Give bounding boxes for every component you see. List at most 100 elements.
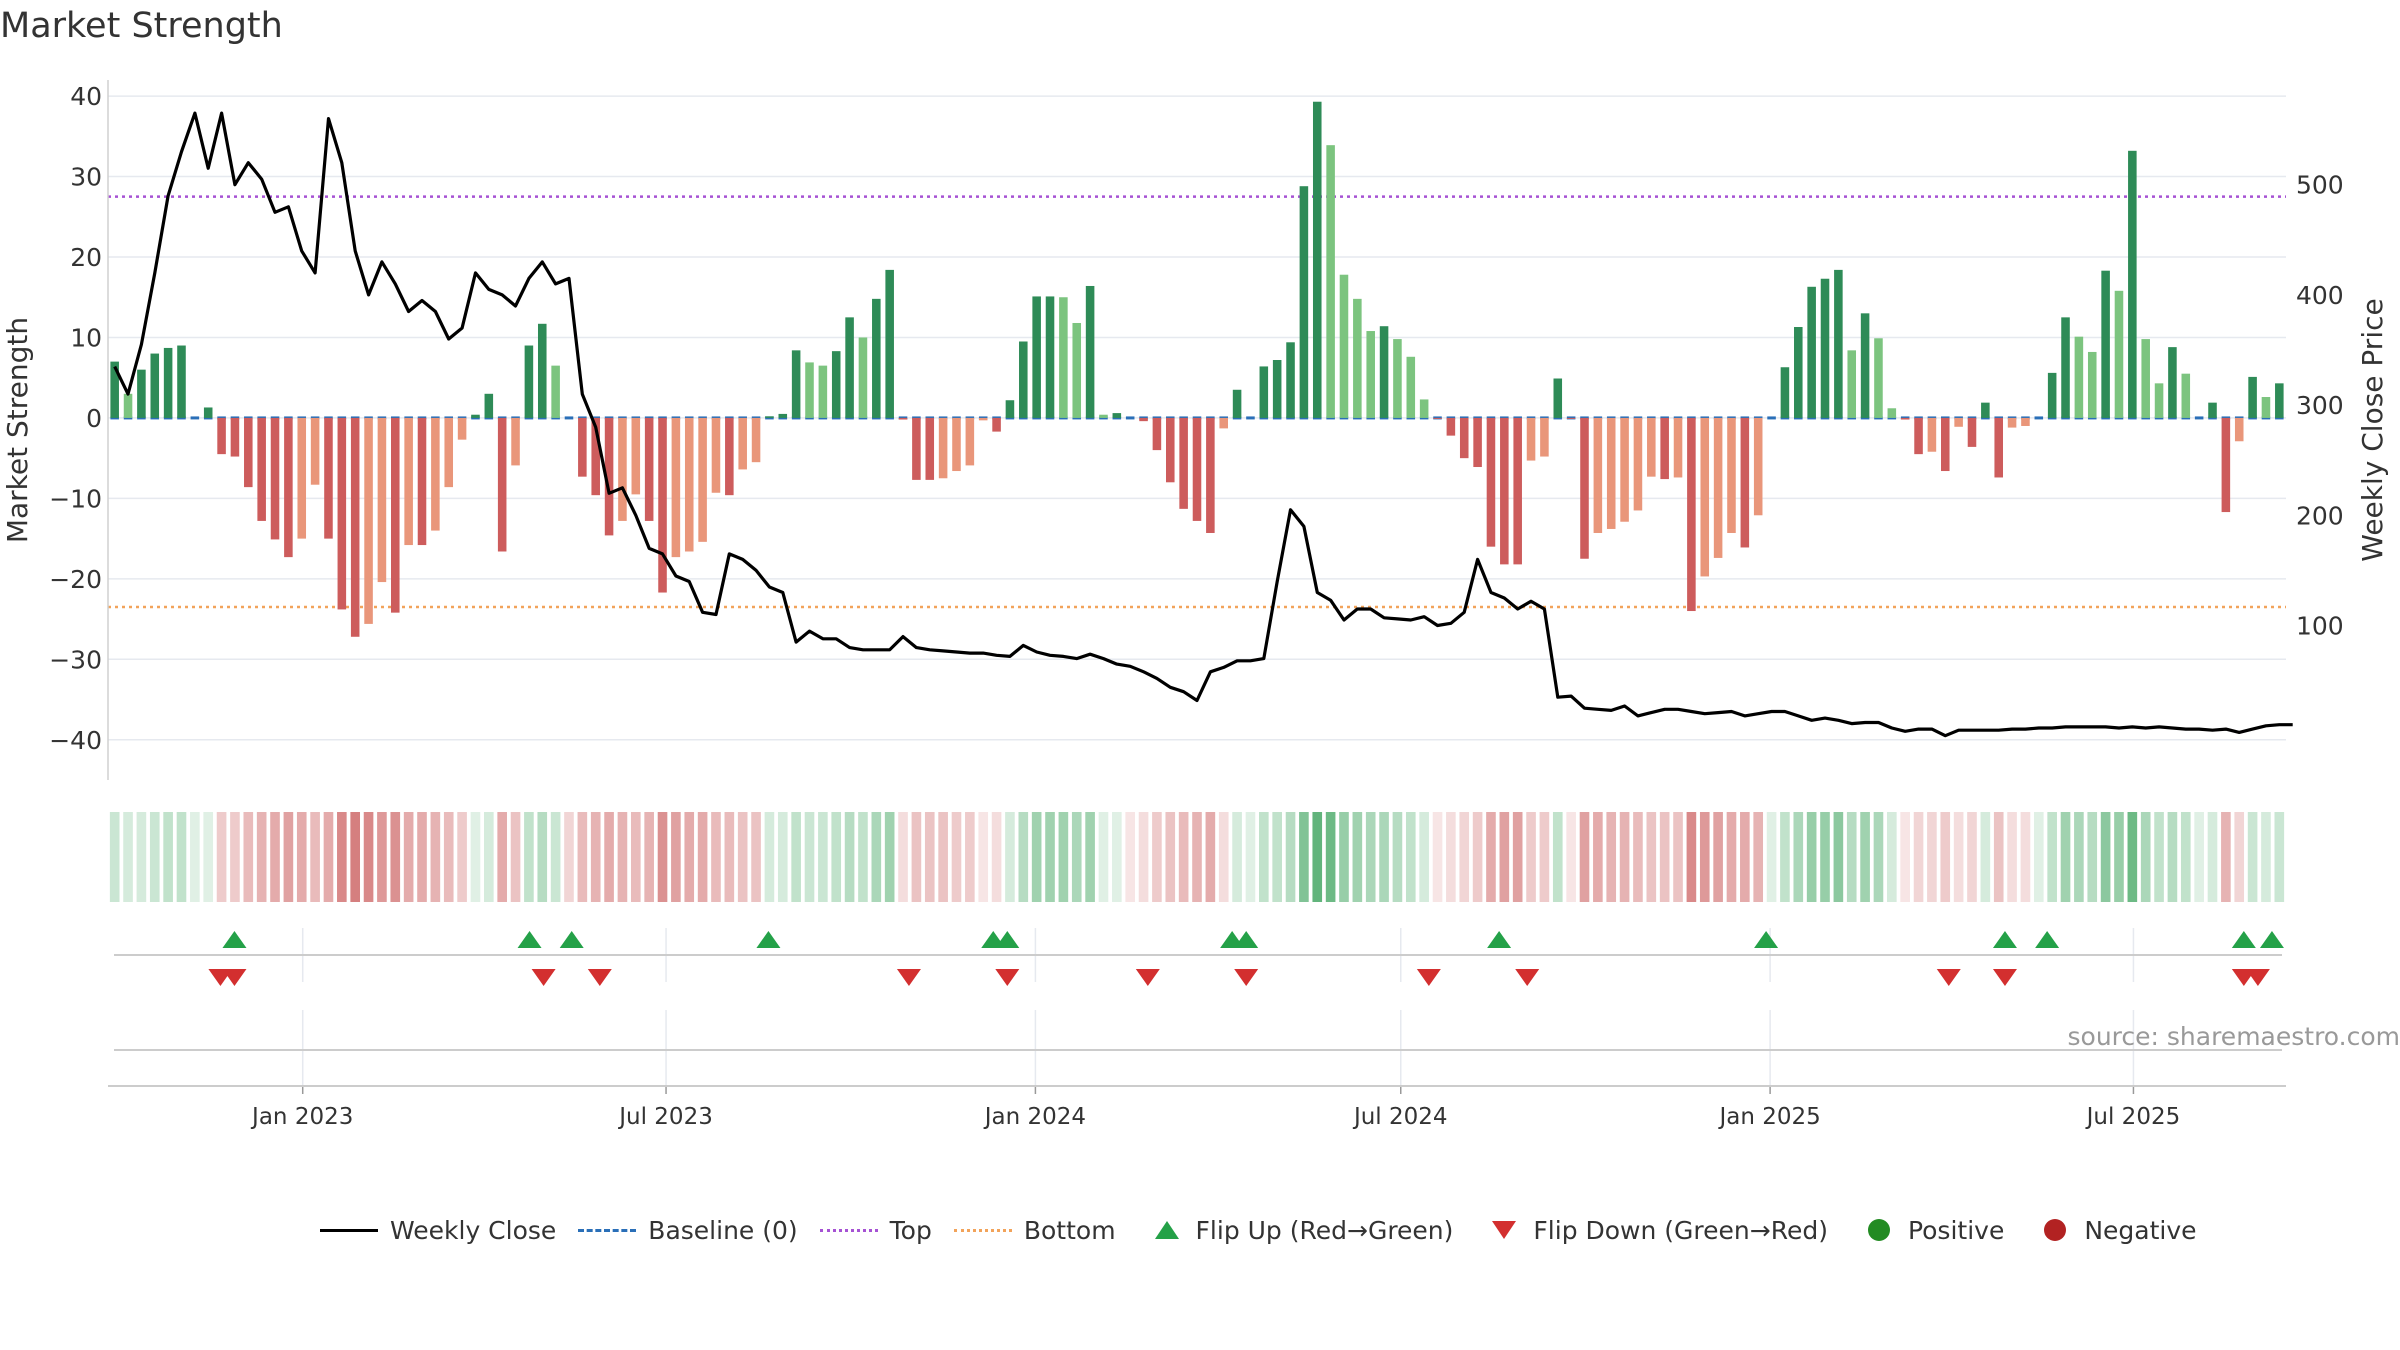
signal-strip-cell (270, 812, 280, 902)
dotted-line-swatch-icon (819, 1228, 878, 1232)
grid-layer (108, 95, 2286, 1086)
signal-strip-cell (1980, 812, 1991, 902)
strength-bar (2261, 397, 2271, 418)
flip-up-marker (559, 931, 584, 948)
legend-item-flip-down[interactable]: Flip Down (Green→Red) (1475, 1216, 1828, 1245)
flip-up-marker (1234, 931, 1259, 948)
legend-label: Bottom (1023, 1215, 1116, 1245)
strength-bar (2074, 336, 2084, 418)
strength-bar (631, 417, 641, 495)
signal-strip-cell (2114, 812, 2124, 902)
strength-bar (578, 417, 587, 477)
signal-strip-cell (1512, 812, 1523, 902)
flip-down-marker (896, 969, 921, 986)
legend-item-bottom[interactable]: Bottom (953, 1215, 1116, 1245)
strength-bar (1994, 417, 2003, 478)
strength-bar (1099, 414, 1108, 418)
signal-strip-cell (2261, 812, 2271, 902)
signal-strip-cell (1526, 812, 1536, 902)
signal-strip-cell (149, 812, 160, 902)
signal-strip-cell (190, 812, 200, 902)
y-tick-label-right: 500 (2296, 171, 2344, 200)
signal-strip-cell (1766, 812, 1777, 902)
flip-down-marker (587, 969, 612, 986)
legend-item-negative[interactable]: Negative (2026, 1216, 2197, 1245)
signal-strip-cell (697, 812, 708, 902)
x-tick-label: Jan 2024 (983, 1104, 1086, 1130)
strength-bar (2234, 417, 2244, 442)
legend-item-weekly-close[interactable]: Weekly Close (320, 1216, 556, 1245)
strength-bar (1486, 417, 1496, 547)
strength-bar (1326, 145, 1335, 418)
y-axis-label-left: Market Strength (1, 317, 34, 543)
flip-up-marker (222, 931, 247, 948)
signal-strip-cell (1446, 812, 1456, 902)
strength-bar (1366, 331, 1375, 418)
strength-bar (805, 362, 814, 418)
strength-bar (1406, 356, 1416, 418)
signal-strip-cell (804, 812, 815, 902)
signal-strip-cell (1459, 812, 1470, 902)
signal-strip-cell (310, 812, 320, 902)
signal-strip-cell (363, 812, 374, 902)
y-tick-label-left: 30 (70, 163, 102, 192)
strength-bar (150, 353, 160, 418)
signal-strip-cell (2274, 812, 2285, 902)
strength-bars (110, 101, 2284, 637)
strength-bar (791, 350, 801, 418)
legend-item-top[interactable]: Top (819, 1215, 932, 1245)
strength-bar (1393, 339, 1402, 418)
y-tick-label-left: 40 (70, 82, 102, 111)
source-credit: source: sharemaestro.com (2067, 1022, 2400, 1051)
legend-item-baseline[interactable]: Baseline (0) (578, 1216, 798, 1245)
flip-up-marker (2259, 931, 2284, 948)
strength-bar (2154, 383, 2164, 418)
strength-bar (1981, 402, 1990, 418)
strength-bar (1272, 360, 1282, 418)
signal-strip-cell (1272, 812, 1282, 902)
strength-bar (898, 417, 908, 420)
strength-bar (1713, 417, 1723, 558)
strength-bar (1593, 417, 1603, 533)
strength-bar (644, 417, 654, 521)
strength-bar (751, 417, 761, 463)
y-tick-label-right: 200 (2296, 501, 2344, 530)
triangle-up-icon (1154, 1221, 1179, 1239)
y-tick-label-left: 20 (70, 243, 102, 272)
signal-strip-cell (2047, 812, 2057, 902)
signal-strip-cell (724, 812, 735, 902)
signal-strip-cell (1873, 812, 1884, 902)
strength-bar (2275, 383, 2284, 418)
signal-strip-cell (1726, 812, 1737, 902)
strength-bar (1847, 350, 1857, 418)
signal-strip-cell (1993, 812, 2004, 902)
signal-strip-cell (1165, 812, 1176, 902)
flip-up-marker (1487, 931, 1512, 948)
dashed-line-swatch-icon (578, 1228, 637, 1232)
legend-item-positive[interactable]: Positive (1850, 1216, 2004, 1245)
flip-down-marker (1234, 969, 1259, 986)
signal-strip-cell (1432, 812, 1443, 902)
legend-label: Top (889, 1215, 932, 1245)
guide-lines (108, 195, 2286, 609)
strength-bar (1019, 341, 1028, 418)
signal-strip-cell (871, 812, 882, 902)
strength-bar (110, 361, 119, 418)
signal-strip-cell (457, 812, 467, 902)
signal-strip-cell (991, 812, 1002, 902)
strength-bar (1379, 326, 1389, 418)
strength-bar (1192, 417, 1202, 521)
strength-bar (872, 298, 881, 418)
signal-strip-cell (176, 812, 187, 902)
signal-strip-cell (1846, 812, 1857, 902)
flip-up-marker (1754, 931, 1779, 948)
signal-strip-cell (1806, 812, 1817, 902)
signal-strip-cell (1539, 812, 1550, 902)
strength-bar (1433, 417, 1442, 419)
signal-strip-cell (1205, 812, 1216, 902)
signal-strip-cell (1780, 812, 1790, 902)
signal-strip-cell (403, 812, 414, 902)
signal-strip-cell (1031, 812, 1042, 902)
legend-item-flip-up[interactable]: Flip Up (Red→Green) (1138, 1216, 1453, 1245)
strength-bar (1687, 417, 1696, 612)
